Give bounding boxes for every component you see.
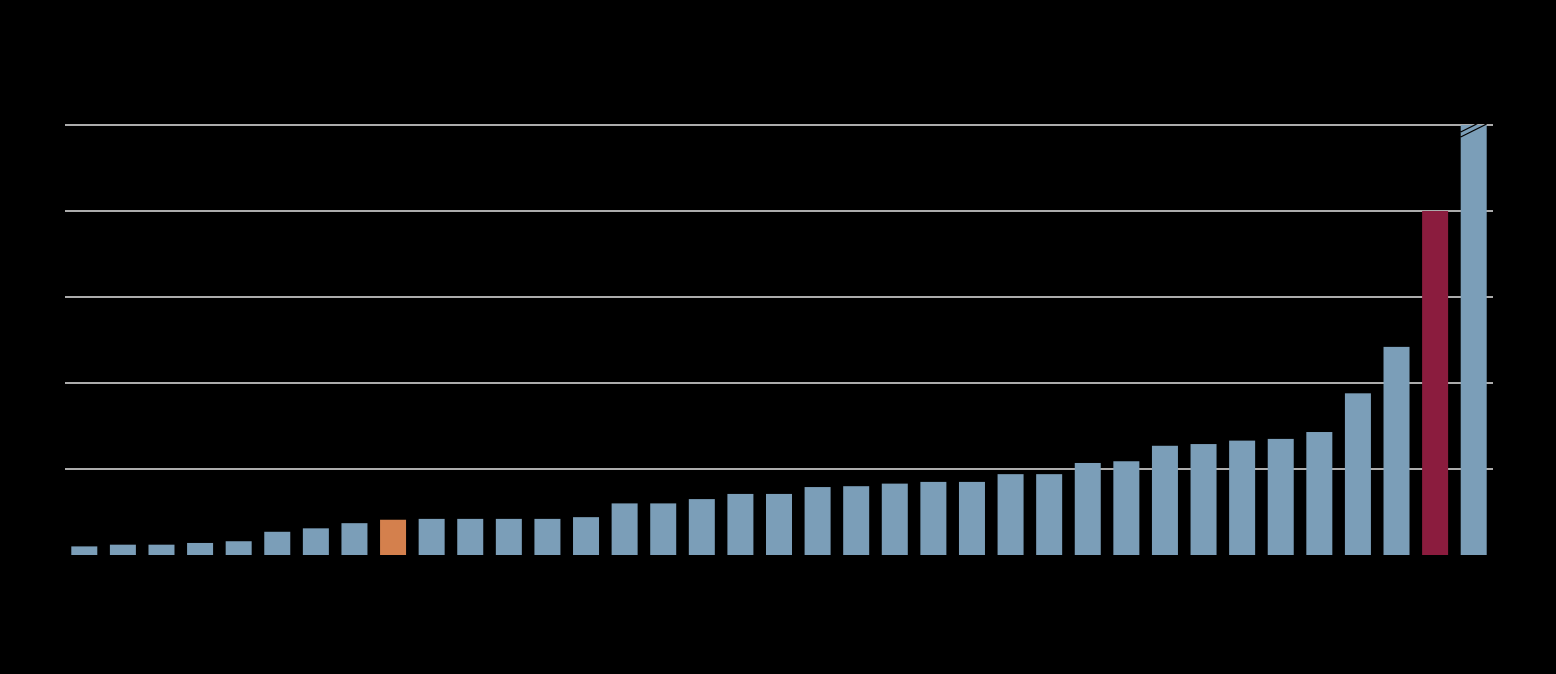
bar xyxy=(766,493,792,555)
bar xyxy=(1460,125,1487,555)
bar xyxy=(611,503,638,555)
bar xyxy=(843,486,870,555)
bar xyxy=(1344,393,1371,555)
bar xyxy=(1036,474,1063,555)
bar xyxy=(225,541,252,555)
bar xyxy=(534,518,561,555)
bar xyxy=(1383,346,1410,555)
bar xyxy=(997,474,1024,555)
bar xyxy=(1422,211,1449,555)
bar xyxy=(1306,432,1333,555)
bar xyxy=(688,499,715,555)
bar xyxy=(341,523,368,555)
axis-break xyxy=(1460,123,1487,138)
bar xyxy=(457,518,484,555)
bar xyxy=(1074,462,1101,555)
bar xyxy=(1267,438,1294,555)
bar xyxy=(148,544,175,555)
bar xyxy=(727,493,754,555)
bar xyxy=(264,531,291,555)
bar xyxy=(1229,440,1256,555)
bar xyxy=(380,519,407,555)
bar xyxy=(71,546,98,555)
bar xyxy=(650,503,677,555)
bar xyxy=(187,542,214,555)
bar xyxy=(573,517,600,555)
bar xyxy=(109,544,136,555)
axis-break xyxy=(1460,118,1487,133)
bar xyxy=(1190,444,1217,555)
bar xyxy=(418,518,445,555)
bar xyxy=(881,483,908,555)
bar xyxy=(1113,461,1140,555)
bar xyxy=(920,481,947,555)
bar xyxy=(804,487,831,555)
bar xyxy=(302,528,329,555)
bar xyxy=(958,481,985,555)
bar xyxy=(1151,445,1178,555)
bar xyxy=(495,518,522,555)
